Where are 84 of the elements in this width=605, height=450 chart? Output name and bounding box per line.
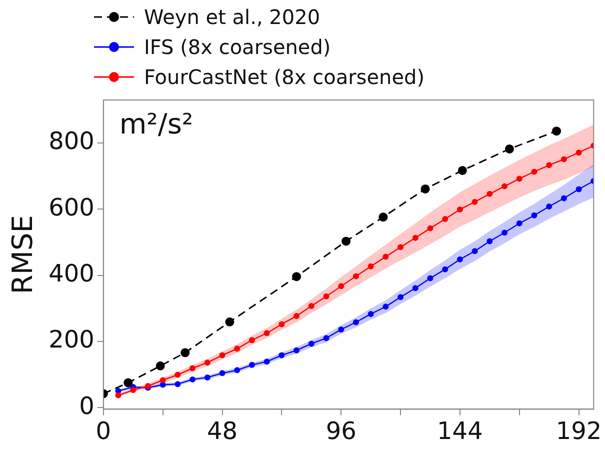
point [294,312,300,319]
point [292,272,302,282]
y-tick-label: 400 [48,260,94,288]
point [576,186,582,192]
legend-label: Weyn et al., 2020 [144,5,320,29]
point [338,283,344,290]
point [190,365,196,372]
y-tick-label: 0 [79,392,94,420]
x-tick-label: 192 [556,416,602,445]
point [190,376,196,382]
point [382,304,389,310]
point [546,162,552,168]
point [368,310,374,317]
point [130,387,136,394]
point [174,381,181,388]
point [502,183,508,190]
point [516,220,522,226]
point [552,126,562,136]
point [516,176,522,182]
point [472,248,478,254]
point [234,367,240,374]
point [560,156,567,162]
point [338,326,344,333]
point [219,370,226,376]
y-tick-label: 800 [48,127,94,156]
y-axis-title: RMSE [6,215,40,294]
point [412,285,418,292]
point [156,361,165,370]
point [486,238,493,244]
point [352,319,359,326]
point [264,330,270,336]
point [576,150,582,156]
point [115,392,122,398]
point [160,377,166,384]
x-tick-label: 48 [206,416,238,445]
point [458,166,467,175]
point [382,254,389,260]
point [531,168,538,175]
point [352,273,359,280]
point [248,337,255,344]
point [420,184,430,194]
point [456,256,463,262]
point [456,206,463,212]
annotation: m²/s² [119,107,194,140]
point [486,190,493,197]
point [427,275,434,282]
point [278,321,285,328]
point [124,378,133,388]
point [204,360,210,366]
point [560,195,567,202]
x-tick-label: 144 [437,416,483,445]
point [204,374,210,380]
point [294,347,300,354]
point [546,203,552,210]
point [225,317,234,326]
legend-label: FourCastNet (8x coarsened) [144,65,425,89]
x-tick-label: 96 [326,416,356,445]
point [398,244,404,250]
point [323,335,330,342]
point [412,234,418,241]
point [442,216,448,222]
point [368,263,374,270]
point [308,303,314,310]
point [472,198,478,205]
point [323,293,330,300]
point [504,144,514,154]
y-tick-label: 600 [48,193,94,222]
point [219,352,226,358]
point [342,236,351,246]
point [442,266,448,272]
y-tick-label: 200 [48,326,94,354]
point [308,340,314,347]
point [398,294,404,300]
point [174,372,181,378]
point [531,212,538,218]
point [502,230,508,236]
point [248,362,255,368]
point [378,212,388,222]
point [427,225,434,232]
point [234,346,240,352]
point [180,348,190,358]
point [278,352,285,358]
point [264,358,270,365]
legend-label: IFS (8x coarsened) [144,35,331,59]
